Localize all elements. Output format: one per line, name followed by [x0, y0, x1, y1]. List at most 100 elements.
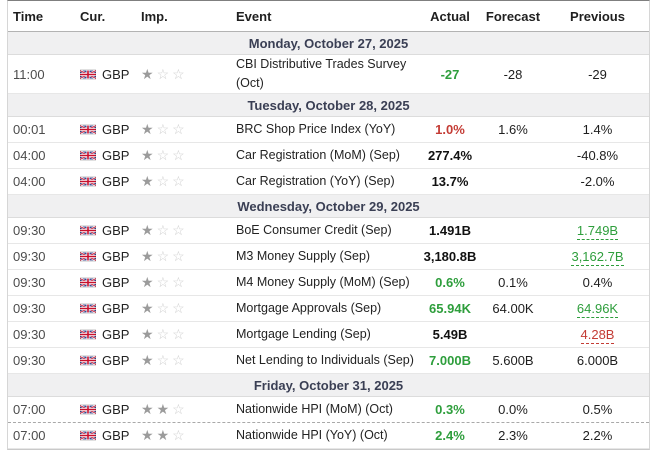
event-name[interactable]: Car Registration (MoM) (Sep): [236, 148, 400, 162]
currency: GBP: [80, 67, 140, 82]
previous-value[interactable]: 1.749B: [576, 223, 619, 240]
event-row[interactable]: 07:00 GBP ★★☆ Nationwide HPI (MoM) (Oct) 0.3…: [8, 397, 649, 422]
currency: GBP: [80, 428, 140, 443]
forecast-value: -28: [503, 66, 523, 82]
previous-value[interactable]: 64.96K: [576, 301, 619, 318]
currency: GBP: [80, 327, 140, 342]
currency-code: GBP: [102, 223, 130, 238]
event-row[interactable]: 00:01 GBP ★☆☆ BRC Shop Price Index (YoY) 1.0…: [8, 117, 649, 143]
previous-value[interactable]: 4.28B: [580, 327, 615, 344]
event-name[interactable]: BoE Consumer Credit (Sep): [236, 223, 392, 237]
event-cell: Car Registration (MoM) (Sep): [236, 146, 420, 165]
currency-cell: GBP: [78, 327, 140, 342]
event-name[interactable]: M3 Money Supply (Sep): [236, 249, 371, 263]
currency-cell: GBP: [78, 249, 140, 264]
star-filled-icon: ★: [141, 326, 157, 342]
event-row[interactable]: 09:30 GBP ★☆☆ M3 Money Supply (Sep) 3,180.8B…: [8, 244, 649, 270]
actual-cell: 1.491B: [420, 223, 480, 238]
event-name[interactable]: CBI Distributive Trades Survey (Oct): [236, 57, 407, 90]
actual-value: -27: [440, 66, 460, 82]
gbp-flag-icon: [80, 225, 96, 236]
star-filled-icon: ★: [141, 222, 157, 238]
currency: GBP: [80, 275, 140, 290]
economic-calendar-table: Time Cur. Imp. Event Actual Forecast Previous …: [7, 0, 650, 450]
importance-stars: ★☆☆: [141, 147, 188, 163]
actual-value: 65.94K: [429, 301, 471, 316]
forecast-value: 0.1%: [498, 275, 528, 290]
previous-cell: -40.8%: [546, 148, 649, 163]
previous-cell: 3,162.7B: [546, 249, 649, 266]
event-name[interactable]: Net Lending to Individuals (Sep): [236, 353, 414, 367]
currency: GBP: [80, 301, 140, 316]
event-name[interactable]: BRC Shop Price Index (YoY): [236, 122, 396, 136]
event-row[interactable]: 11:00 GBP ★☆☆ CBI Distributive Trades Surve…: [8, 55, 649, 94]
column-header-forecast: Forecast: [485, 8, 541, 24]
event-time: 09:30: [13, 249, 46, 264]
event-cell: Net Lending to Individuals (Sep): [236, 351, 420, 370]
actual-value: 277.4%: [427, 148, 473, 163]
actual-cell: 277.4%: [420, 148, 480, 163]
event-row[interactable]: 04:00 GBP ★☆☆ Car Registration (MoM) (Sep) 2…: [8, 143, 649, 169]
event-row[interactable]: 09:30 GBP ★☆☆ M4 Money Supply (MoM) (Sep) 0.…: [8, 270, 649, 296]
importance-stars: ★☆☆: [141, 352, 188, 368]
currency-code: GBP: [102, 66, 130, 82]
event-time: 11:00: [13, 66, 45, 82]
currency-code: GBP: [102, 327, 130, 342]
currency: GBP: [80, 249, 140, 264]
star-filled-icon: ★: [141, 173, 157, 189]
star-empty-icon: ☆: [172, 274, 188, 290]
event-row[interactable]: 09:30 GBP ★☆☆ Net Lending to Individuals (S…: [8, 348, 649, 374]
gbp-flag-icon: [80, 251, 96, 262]
currency: GBP: [80, 174, 140, 189]
star-empty-icon: ☆: [156, 352, 173, 368]
currency: GBP: [80, 148, 140, 163]
previous-value: -40.8%: [576, 148, 619, 163]
actual-cell: -27: [420, 67, 480, 82]
star-empty-icon: ☆: [156, 65, 173, 82]
actual-value: 1.491B: [429, 223, 471, 238]
event-cell: Car Registration (YoY) (Sep): [236, 172, 420, 191]
event-row[interactable]: 09:30 GBP ★☆☆ Mortgage Lending (Sep) 5.49B 4.…: [8, 322, 649, 348]
forecast-value: 0.0%: [498, 402, 528, 417]
event-row[interactable]: 09:30 GBP ★☆☆ Mortgage Approvals (Sep) 65.94…: [8, 296, 649, 322]
actual-cell: 13.7%: [420, 174, 480, 189]
actual-value: 7.000B: [429, 353, 471, 368]
importance-stars: ★☆☆: [141, 326, 188, 342]
event-name[interactable]: Nationwide HPI (YoY) (Oct): [236, 428, 388, 442]
importance-stars: ★☆☆: [141, 173, 188, 189]
event-row[interactable]: 07:00 GBP ★★☆ Nationwide HPI (YoY) (Oct) 2.4…: [8, 422, 649, 449]
event-time-cell: 04:00: [8, 174, 78, 189]
previous-cell: 0.4%: [546, 275, 649, 290]
star-filled-icon: ★: [141, 248, 157, 264]
importance-cell: ★☆☆: [140, 275, 236, 290]
event-row[interactable]: 09:30 GBP ★☆☆ BoE Consumer Credit (Sep) 1.49…: [8, 218, 649, 244]
star-empty-icon: ☆: [156, 222, 173, 238]
gbp-flag-icon: [80, 430, 96, 441]
event-name[interactable]: Mortgage Lending (Sep): [236, 327, 371, 341]
previous-cell: 2.2%: [546, 428, 649, 443]
event-time-cell: 09:30: [8, 327, 78, 342]
currency: GBP: [80, 223, 140, 238]
forecast-cell: 2.3%: [480, 428, 546, 443]
star-empty-icon: ☆: [172, 147, 188, 163]
event-name[interactable]: Mortgage Approvals (Sep): [236, 301, 382, 315]
event-name[interactable]: Car Registration (YoY) (Sep): [236, 174, 395, 188]
event-row[interactable]: 04:00 GBP ★☆☆ Car Registration (YoY) (Sep) 1…: [8, 169, 649, 195]
event-time-cell: 07:00: [8, 402, 78, 417]
previous-value[interactable]: 3,162.7B: [571, 249, 624, 266]
currency-cell: GBP: [78, 67, 140, 82]
star-filled-icon: ★: [141, 65, 157, 82]
event-name[interactable]: Nationwide HPI (MoM) (Oct): [236, 402, 393, 416]
star-empty-icon: ☆: [172, 352, 188, 368]
star-empty-icon: ☆: [156, 147, 173, 163]
forecast-cell: 0.1%: [480, 275, 546, 290]
gbp-flag-icon: [80, 176, 96, 187]
actual-cell: 0.6%: [420, 275, 480, 290]
importance-stars: ★☆☆: [141, 66, 188, 82]
event-name[interactable]: M4 Money Supply (MoM) (Sep): [236, 275, 410, 289]
previous-cell: 1.749B: [546, 223, 649, 240]
event-time: 09:30: [13, 301, 46, 316]
event-time-cell: 09:30: [8, 353, 78, 368]
gbp-flag-icon: [80, 355, 96, 366]
previous-value: 2.2%: [582, 428, 613, 443]
